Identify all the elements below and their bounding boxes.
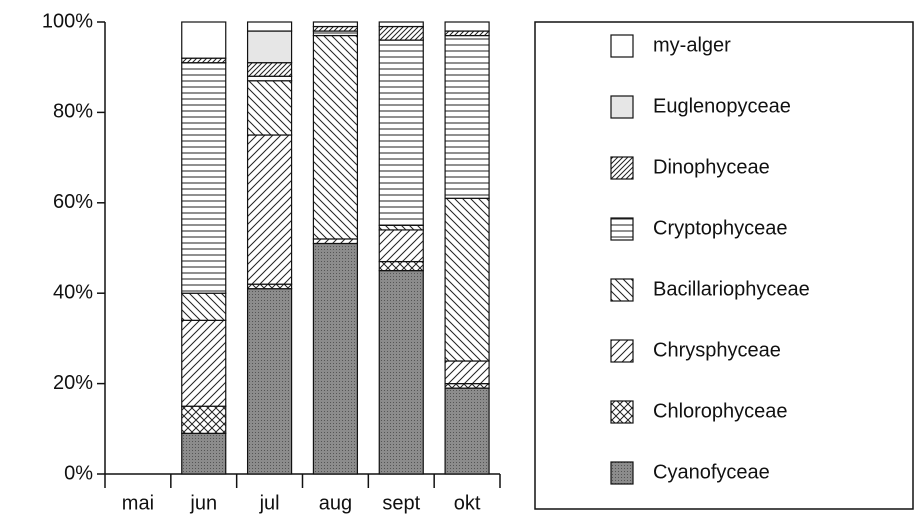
bar-segment	[378, 260, 424, 272]
bar-segment	[181, 319, 227, 407]
bar-segment	[181, 432, 227, 475]
legend-box	[534, 21, 914, 510]
y-tick-label: 100%	[42, 10, 93, 32]
bar-segment	[246, 30, 293, 64]
bar-segment	[181, 292, 227, 321]
bar-segment	[378, 21, 424, 28]
legend-swatch	[610, 400, 634, 424]
bar-segment	[181, 62, 227, 294]
legend-label: Chrysphyceae	[653, 339, 781, 361]
bar-segment	[181, 57, 227, 64]
bar-segment	[378, 229, 424, 263]
bar-segment	[312, 25, 359, 32]
y-tick-label: 60%	[53, 191, 93, 213]
x-tick-label: aug	[319, 492, 352, 514]
bar-segment	[378, 25, 424, 41]
bar-segment	[444, 383, 490, 389]
bar-segment	[444, 34, 490, 199]
y-tick-label: 80%	[53, 101, 93, 123]
bar-segment	[444, 21, 490, 32]
bar-segment	[444, 30, 490, 37]
bar-segment	[312, 34, 359, 240]
legend-swatch	[610, 339, 634, 363]
bar-segment	[444, 197, 490, 362]
bar-segment	[378, 224, 424, 231]
legend-label: Cryptophyceae	[653, 217, 788, 239]
legend-swatch	[610, 95, 634, 119]
legend-label: Chlorophyceae	[653, 400, 788, 422]
bar-segment	[246, 62, 293, 77]
bar-segment	[246, 75, 293, 82]
x-tick-label: mai	[122, 492, 154, 514]
bar-segment	[181, 405, 227, 434]
bar-segment	[378, 39, 424, 227]
x-tick-label: okt	[454, 492, 481, 514]
legend-swatch	[610, 278, 634, 302]
legend-label: Dinophyceae	[653, 156, 770, 178]
x-tick-label: sept	[382, 492, 420, 514]
bar-segment	[181, 21, 227, 59]
legend-label: Cyanofyceae	[653, 461, 770, 483]
legend-swatch	[610, 217, 634, 241]
bar-segment	[246, 80, 293, 136]
bar-segment	[378, 270, 424, 475]
bar-segment	[246, 288, 293, 475]
bar-segment	[312, 21, 359, 28]
bar-segment	[312, 30, 359, 37]
legend-label: my-alger	[653, 34, 731, 56]
bar-segment	[444, 387, 490, 475]
bar-segment	[246, 283, 293, 290]
bar-segment	[246, 21, 293, 32]
bar-segment	[444, 360, 490, 385]
x-tick-label: jun	[189, 492, 217, 514]
legend-label: Euglenopyceae	[653, 95, 791, 117]
bar-segment	[312, 242, 359, 475]
legend-label: Bacillariophyceae	[653, 278, 810, 300]
legend-swatch	[610, 34, 634, 58]
y-tick-label: 20%	[53, 372, 93, 394]
legend-swatch	[610, 461, 634, 485]
y-tick-label: 0%	[64, 462, 93, 484]
y-tick-label: 40%	[53, 281, 93, 303]
x-tick-label: jul	[259, 492, 280, 514]
bar-segment	[312, 238, 359, 245]
bar-segment	[246, 134, 293, 285]
legend-swatch	[610, 156, 634, 180]
